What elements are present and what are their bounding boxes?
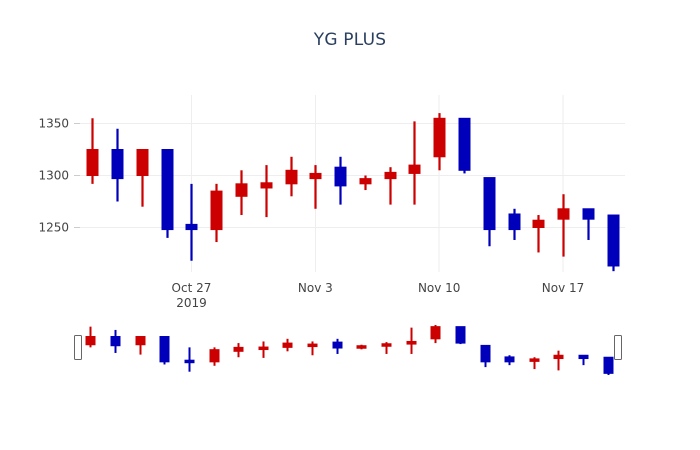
rangeslider-candle [110, 329, 121, 353]
rangeslider-candle [406, 327, 417, 354]
x-tick-label: Nov 10 [418, 281, 461, 295]
rangeslider-candle [553, 350, 564, 371]
candlestick-down[interactable] [458, 117, 471, 174]
x-tick-label: Nov 17 [542, 281, 585, 295]
rangeslider-candle [307, 341, 318, 356]
y-tick-label: 1300 [38, 169, 69, 183]
candlestick-down[interactable] [185, 183, 198, 261]
page-title: YG PLUS [313, 30, 387, 50]
rangeslider-candle [480, 344, 491, 368]
rangeslider-candle [381, 342, 392, 354]
y-tick-label: 1250 [38, 221, 69, 235]
candlestick-down[interactable] [483, 177, 496, 247]
candlestick-up[interactable] [557, 194, 570, 257]
rangeslider-candle [603, 356, 614, 375]
rangeslider-candle [430, 325, 441, 344]
rangeslider-candle [455, 326, 466, 345]
rangeslider-candle [258, 341, 269, 358]
x-tick-label: Nov 3 [298, 281, 333, 295]
rangeslider-handles[interactable] [74, 335, 622, 360]
rangeslider-candle [159, 336, 170, 365]
rangeslider-candle [135, 336, 146, 355]
rangeslider-handle-left[interactable] [74, 335, 82, 360]
rangeslider-candle [332, 338, 343, 354]
candlestick-up[interactable] [86, 118, 99, 184]
x-tick-label: Oct 27 [172, 281, 212, 295]
y-tick-marks [74, 123, 80, 228]
rangeslider-candle [356, 344, 367, 350]
candlestick-down[interactable] [161, 149, 174, 238]
y-tick-label: 1350 [38, 117, 69, 131]
candlestick-up[interactable] [210, 183, 223, 243]
rangeslider-candle [233, 343, 244, 358]
rangeslider-candle [184, 347, 195, 372]
candlestick-up[interactable] [532, 215, 545, 253]
candlestick-down[interactable] [508, 208, 521, 240]
rangeslider-candle [209, 347, 220, 366]
rangeslider-candle [504, 355, 515, 366]
x-tick-sublabel: 2019 [176, 296, 207, 310]
rangeslider-candle [85, 326, 96, 348]
candlestick-down[interactable] [582, 208, 595, 240]
rangeslider-candle [282, 338, 293, 352]
candlestick-up[interactable] [433, 113, 446, 171]
rangeslider-handle-right[interactable] [614, 335, 622, 360]
candlestick-up[interactable] [359, 175, 372, 191]
candlestick-down[interactable] [111, 128, 124, 202]
candlestick-up[interactable] [408, 121, 421, 205]
candlestick-up[interactable] [260, 165, 273, 218]
y-axis-labels: 1250 1300 1350 [38, 117, 69, 235]
candlestick-up[interactable] [285, 156, 298, 197]
rangeslider-candle [578, 354, 589, 366]
candlestick-up[interactable] [235, 170, 248, 216]
rangeslider-series [85, 325, 614, 375]
rangeslider-candle [529, 357, 540, 370]
candlestick-up[interactable] [384, 167, 397, 205]
candlestick-down[interactable] [607, 214, 620, 272]
candlestick-up[interactable] [136, 149, 149, 207]
candlestick-series[interactable] [86, 113, 620, 272]
candlestick-up[interactable] [309, 165, 322, 209]
candlestick-down[interactable] [334, 156, 347, 205]
